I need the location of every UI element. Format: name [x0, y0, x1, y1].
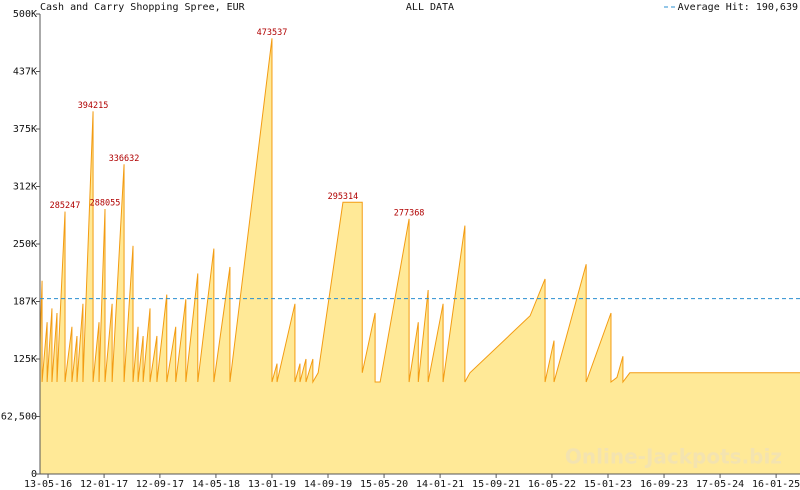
peak-label: 288055 — [90, 198, 121, 208]
y-tick-label: 250K — [13, 239, 37, 250]
x-tick-label: 13-01-19 — [248, 479, 296, 490]
x-tick-label: 15-05-20 — [360, 479, 408, 490]
chart-title: Cash and Carry Shopping Spree, EUR — [40, 2, 246, 13]
area — [40, 38, 800, 474]
x-tick-label: 13-05-16 — [24, 479, 72, 490]
chart-subtitle: ALL DATA — [406, 2, 454, 13]
peak-label: 277368 — [394, 208, 425, 218]
y-tick-label: 437K — [13, 67, 37, 78]
y-tick-label: 187K — [13, 297, 37, 308]
x-tick-label: 14-09-19 — [304, 479, 352, 490]
x-tick-label: 12-01-17 — [80, 479, 128, 490]
y-tick-label: 500K — [13, 9, 37, 20]
x-tick-label: 17-05-24 — [696, 479, 744, 490]
legend-label: Average Hit: 190,639 — [678, 2, 798, 13]
y-tick-label: 375K — [13, 124, 37, 135]
x-tick-label: 16-09-23 — [640, 479, 688, 490]
peak-label: 285247 — [50, 201, 81, 211]
y-tick-label: 125K — [13, 354, 37, 365]
peak-label: 295314 — [328, 192, 359, 202]
peak-label: 473537 — [257, 28, 288, 38]
x-tick-label: 12-09-17 — [136, 479, 184, 490]
x-tick-label: 16-01-25 — [752, 479, 800, 490]
watermark: Online-Jackpots.biz — [565, 445, 782, 469]
x-tick-label: 15-09-21 — [472, 479, 520, 490]
line — [39, 38, 800, 384]
x-tick-label: 15-01-23 — [584, 479, 632, 490]
y-tick-label: 312K — [13, 182, 37, 193]
y-tick-label: 0 — [31, 469, 37, 480]
peak-label: 394215 — [78, 101, 109, 111]
x-tick-label: 14-01-21 — [416, 479, 464, 490]
peak-label: 336632 — [109, 154, 140, 164]
x-tick-label: 14-05-18 — [192, 479, 240, 490]
x-tick-label: 16-05-22 — [528, 479, 576, 490]
y-tick-label: 62,500 — [1, 412, 37, 423]
